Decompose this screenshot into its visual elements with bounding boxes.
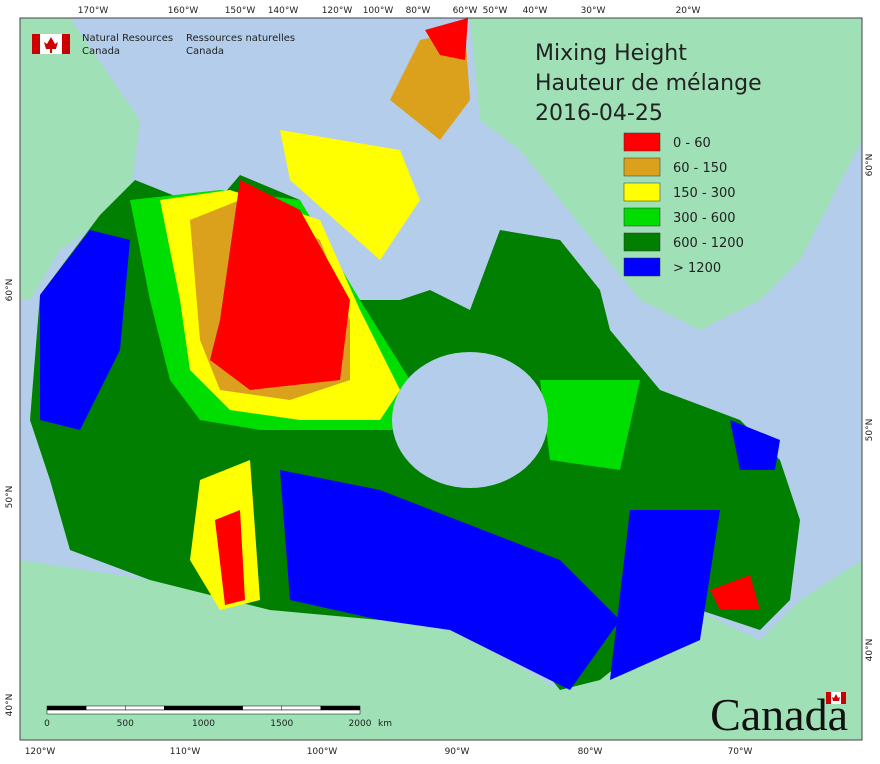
legend-swatch — [623, 132, 661, 152]
latitude-label: 60°N — [865, 154, 875, 177]
scale-segment — [281, 705, 322, 711]
labrador-blue — [730, 420, 780, 470]
scale-label: 2000 — [349, 719, 372, 729]
scale-segment — [320, 705, 361, 711]
longitude-label: 140°W — [268, 6, 299, 16]
flag-bar — [826, 692, 831, 704]
agency-en: Canada — [82, 46, 120, 57]
hudson-bay — [392, 352, 548, 488]
latitude-label: 50°N — [5, 486, 15, 509]
scale-unit: km — [378, 719, 392, 729]
title-line: Mixing Height — [535, 41, 687, 66]
mixing-height-field — [30, 18, 800, 690]
agency-fr: Canada — [186, 46, 224, 57]
longitude-label: 80°W — [578, 747, 603, 757]
flag-leaf — [832, 694, 840, 701]
latitude-label: 60°N — [5, 279, 15, 302]
alaska — [20, 18, 140, 300]
scale-label: 1000 — [192, 719, 215, 729]
prairie-blue — [280, 470, 620, 690]
longitude-label: 30°W — [581, 6, 606, 16]
scale-segment — [46, 709, 361, 715]
longitude-label: 20°W — [676, 6, 701, 16]
title-line: 2016-04-25 — [535, 101, 663, 126]
rockies-red — [215, 510, 245, 605]
legend-label: 150 - 300 — [673, 186, 736, 201]
longitude-label: 60°W — [453, 6, 478, 16]
longitude-label: 150°W — [225, 6, 256, 16]
flag-leaf — [44, 37, 58, 53]
legend-swatch — [623, 182, 661, 202]
wordmark: Canada — [710, 689, 848, 740]
scale-segment — [85, 705, 126, 711]
legend-swatch — [623, 232, 661, 252]
legend-label: 300 - 600 — [673, 211, 736, 226]
ellesmere-red — [425, 18, 468, 60]
scale-segment — [125, 705, 165, 711]
longitude-label: 100°W — [307, 747, 338, 757]
scale-label: 500 — [117, 719, 134, 729]
latitude-label: 40°N — [5, 694, 15, 717]
longitude-label: 40°W — [523, 6, 548, 16]
legend-swatch — [623, 257, 661, 277]
field-0-60 — [210, 180, 350, 390]
wordmark-flag — [826, 692, 846, 704]
agency-fr: Ressources naturelles — [186, 33, 295, 44]
greenland — [470, 18, 862, 330]
scale-label: 0 — [44, 719, 50, 729]
longitude-label: 110°W — [170, 747, 201, 757]
scale-segment — [203, 705, 243, 711]
scale-segment — [46, 705, 87, 711]
longitude-label: 90°W — [445, 747, 470, 757]
longitude-label: 120°W — [322, 6, 353, 16]
arctic-yellow — [280, 130, 420, 260]
quebec-blue — [610, 510, 720, 680]
flag-bar — [32, 34, 40, 54]
agency-flag — [32, 34, 70, 54]
ellesmere-orange — [390, 30, 470, 140]
scale-label: 1500 — [270, 719, 293, 729]
longitude-label: 100°W — [363, 6, 394, 16]
legend-label: > 1200 — [673, 261, 721, 276]
legend-label: 0 - 60 — [673, 136, 711, 151]
scale-segment — [242, 705, 282, 711]
latitude-label: 50°N — [865, 419, 875, 442]
maritimes-red — [710, 575, 760, 610]
scale-segment — [164, 705, 204, 711]
legend-label: 600 - 1200 — [673, 236, 744, 251]
legend-label: 60 - 150 — [673, 161, 727, 176]
title-line: Hauteur de mélange — [535, 71, 762, 96]
latitude-label: 40°N — [865, 639, 875, 662]
flag-bar — [841, 692, 846, 704]
quebec-green — [540, 380, 640, 470]
longitude-label: 50°W — [483, 6, 508, 16]
flag-bar — [62, 34, 70, 54]
longitude-label: 120°W — [25, 747, 56, 757]
longitude-label: 160°W — [168, 6, 199, 16]
longitude-label: 70°W — [728, 747, 753, 757]
west-blue — [40, 230, 130, 430]
longitude-label: 80°W — [406, 6, 431, 16]
legend-swatch — [623, 157, 661, 177]
longitude-label: 170°W — [78, 6, 109, 16]
map-border — [19, 17, 863, 741]
legend-swatch — [623, 207, 661, 227]
agency-en: Natural Resources — [82, 33, 173, 44]
